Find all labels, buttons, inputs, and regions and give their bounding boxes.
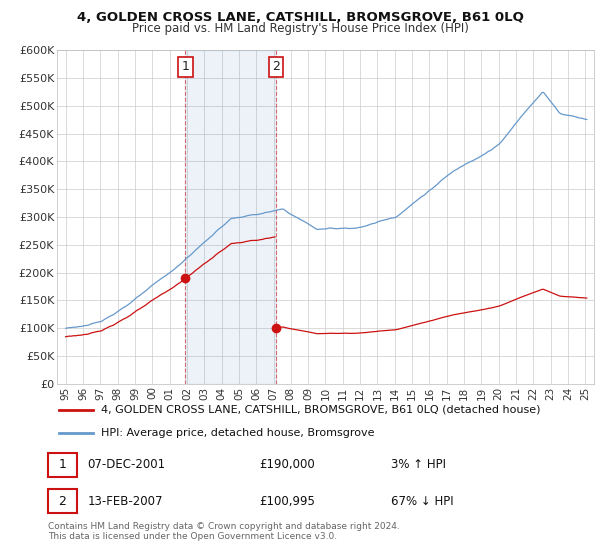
Bar — [185, 50, 275, 384]
Text: Contains HM Land Registry data © Crown copyright and database right 2024.
This d: Contains HM Land Registry data © Crown c… — [48, 522, 400, 542]
Text: 2: 2 — [59, 494, 67, 507]
Text: 3% ↑ HPI: 3% ↑ HPI — [391, 459, 446, 472]
FancyBboxPatch shape — [48, 454, 77, 477]
Text: 1: 1 — [59, 459, 67, 472]
Text: 4, GOLDEN CROSS LANE, CATSHILL, BROMSGROVE, B61 0LQ (detached house): 4, GOLDEN CROSS LANE, CATSHILL, BROMSGRO… — [101, 404, 540, 414]
Text: 4, GOLDEN CROSS LANE, CATSHILL, BROMSGROVE, B61 0LQ: 4, GOLDEN CROSS LANE, CATSHILL, BROMSGRO… — [77, 11, 523, 24]
Text: £100,995: £100,995 — [259, 494, 315, 507]
Text: 13-FEB-2007: 13-FEB-2007 — [88, 494, 163, 507]
Text: 67% ↓ HPI: 67% ↓ HPI — [391, 494, 454, 507]
FancyBboxPatch shape — [48, 489, 77, 512]
Text: 07-DEC-2001: 07-DEC-2001 — [88, 459, 166, 472]
Text: HPI: Average price, detached house, Bromsgrove: HPI: Average price, detached house, Brom… — [101, 428, 374, 438]
Text: £190,000: £190,000 — [259, 459, 315, 472]
Text: Price paid vs. HM Land Registry's House Price Index (HPI): Price paid vs. HM Land Registry's House … — [131, 22, 469, 35]
Text: 2: 2 — [272, 60, 280, 73]
Text: 1: 1 — [182, 60, 190, 73]
